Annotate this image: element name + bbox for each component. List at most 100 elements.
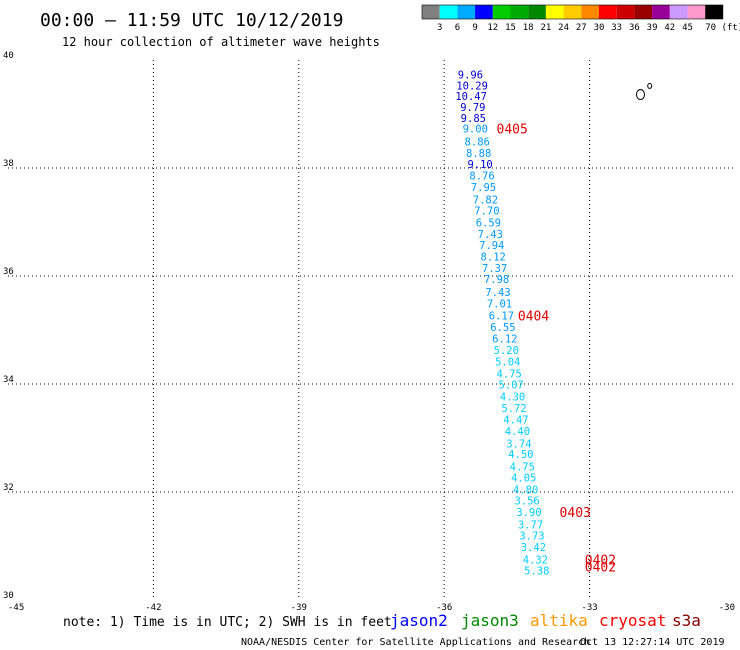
wave-height-label: 7.01 <box>487 299 512 311</box>
wave-height-label: 5.38 <box>524 565 549 577</box>
wave-height-label: 6.55 <box>490 322 515 334</box>
wave-height-label: 9.10 <box>467 159 492 171</box>
colorbar-swatch <box>687 5 706 19</box>
y-tick-label: 40 <box>3 51 14 61</box>
wave-height-label: 3.90 <box>516 507 541 519</box>
colorbar-tick-label: 45 <box>682 23 693 33</box>
x-tick-label: -33 <box>581 603 597 613</box>
legend-jason3: jason3 <box>461 611 519 630</box>
colorbar-swatch <box>652 5 670 19</box>
wave-height-label: 3.74 <box>506 438 531 450</box>
wave-height-label: 4.80 <box>513 484 538 496</box>
island-outline <box>635 89 645 101</box>
wave-height-label: 8.86 <box>465 137 490 149</box>
colorbar-swatch <box>599 5 617 19</box>
time-label: 0404 <box>518 309 549 324</box>
wave-height-label: 7.43 <box>485 287 510 299</box>
x-tick-label: -39 <box>291 603 307 613</box>
wave-height-label: 7.70 <box>474 206 499 218</box>
wave-height-label: 4.30 <box>500 391 525 403</box>
colorbar-frame <box>421 4 724 20</box>
y-tick-label: 34 <box>3 375 14 385</box>
wave-height-label: 3.73 <box>519 531 544 543</box>
colorbar-swatch <box>439 5 458 19</box>
wave-height-label: 7.43 <box>478 229 503 241</box>
colorbar-swatch <box>616 5 635 19</box>
x-tick-label: -45 <box>8 603 24 613</box>
colorbar-tick-label: 21 <box>540 23 551 33</box>
colorbar-swatch <box>545 5 564 19</box>
chart-title: 00:00 – 11:59 UTC 10/12/2019 <box>40 10 343 31</box>
wave-height-label: 7.94 <box>479 240 504 252</box>
colorbar-tick-label: 36 <box>629 23 640 33</box>
colorbar-tick-label: 18 <box>523 23 534 33</box>
wave-height-label: 10.47 <box>455 91 487 103</box>
wave-height-label: 7.98 <box>484 274 509 286</box>
time-label: 0402 <box>585 561 616 576</box>
wave-height-label: 5.72 <box>501 403 526 415</box>
wave-height-colorbar: 3 6 9 12 15 18 21 24 27 30 33 36 39 42 45 70 (ft) <box>421 4 740 33</box>
wave-height-values: 9.9610.2910.479.799.859.008.868.889.108.… <box>455 70 549 578</box>
island-outline <box>647 82 653 89</box>
footer-timestamp: Oct 13 12:27:14 UTC 2019 <box>580 637 725 648</box>
time-label: 0405 <box>497 123 528 138</box>
wave-height-label: 4.47 <box>503 415 528 427</box>
wave-height-label: 6.59 <box>476 218 501 230</box>
wave-height-label: 7.95 <box>471 182 496 194</box>
satellite-legend: jason2 jason3 altika cryosat s3a <box>390 611 701 630</box>
wave-height-label: 3.42 <box>521 542 546 554</box>
y-tick-label: 30 <box>3 591 14 601</box>
wave-height-label: 5.20 <box>494 345 519 357</box>
wave-height-label: 8.76 <box>469 171 494 183</box>
axis-tick-labels: -45 -42 -39 -36 -33 -30 30 32 34 36 38 40 <box>3 51 735 613</box>
wave-height-label: 4.50 <box>508 449 533 461</box>
y-tick-label: 38 <box>3 159 14 169</box>
wave-height-label: 7.37 <box>482 263 507 275</box>
y-tick-label: 36 <box>3 267 14 277</box>
colorbar-swatch <box>563 5 582 19</box>
colorbar-tick-label: 42 <box>664 23 675 33</box>
map-islands <box>635 82 653 101</box>
x-tick-label: -30 <box>719 603 735 613</box>
x-tick-label: -42 <box>145 603 161 613</box>
colorbar-swatch <box>705 5 723 19</box>
time-label: 0402 <box>585 554 616 569</box>
wave-height-label: 4.75 <box>510 462 535 474</box>
legend-jason2: jason2 <box>390 611 448 630</box>
footer-credit: NOAA/NESDIS Center for Satellite Applica… <box>241 637 590 648</box>
colorbar-tick-label: 33 <box>611 23 622 33</box>
colorbar-swatch <box>422 5 440 19</box>
wave-height-label: 9.00 <box>463 124 488 136</box>
wave-height-label: 7.82 <box>473 194 498 206</box>
y-tick-label: 32 <box>3 483 14 493</box>
colorbar-swatch <box>581 5 599 19</box>
colorbar-tick-label: 15 <box>505 23 516 33</box>
colorbar-tick-label: 30 <box>594 23 605 33</box>
colorbar-tick-label: 24 <box>558 23 569 33</box>
colorbar-tick-label: 6 <box>455 23 460 33</box>
wave-height-label: 6.17 <box>489 310 514 322</box>
wave-height-label: 6.12 <box>492 334 517 346</box>
colorbar-swatch <box>457 5 476 19</box>
wave-height-label: 4.40 <box>505 426 530 438</box>
legend-cryosat: cryosat <box>599 611 666 630</box>
colorbar-tick-label: 9 <box>472 23 477 33</box>
wave-height-label: 4.05 <box>511 472 536 484</box>
chart-subtitle: 12 hour collection of altimeter wave hei… <box>62 35 380 49</box>
time-label: 0403 <box>560 506 591 521</box>
colorbar-swatch <box>475 5 493 19</box>
wave-height-label: 9.85 <box>461 113 486 125</box>
wave-height-label: 5.04 <box>495 356 520 368</box>
colorbar-tick-label: 39 <box>647 23 658 33</box>
wave-height-label: 3.77 <box>518 519 543 531</box>
legend-s3a: s3a <box>672 611 701 630</box>
colorbar-swatch <box>492 5 511 19</box>
colorbar-swatch <box>528 5 546 19</box>
wave-height-label: 8.12 <box>481 252 506 264</box>
colorbar-tick-label: 3 <box>437 23 442 33</box>
colorbar-tick-label: 27 <box>576 23 587 33</box>
colorbar-swatch <box>510 5 529 19</box>
wave-height-label: 9.96 <box>458 70 483 82</box>
x-tick-label: -36 <box>436 603 452 613</box>
